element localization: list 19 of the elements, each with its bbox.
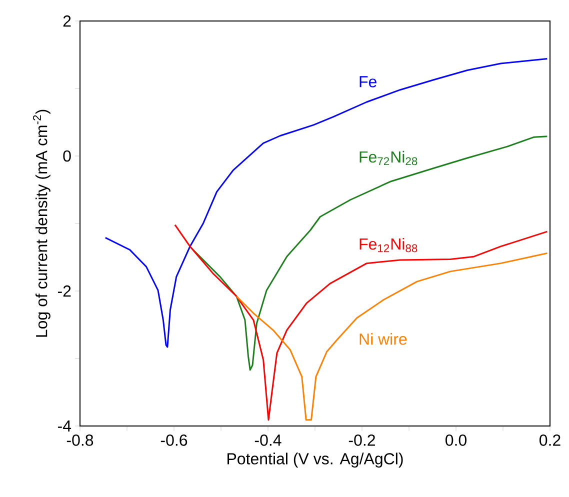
y-tick-label: -2 [58,285,71,297]
series-label: Fe$_{72}$Ni$_{28}$ [360,150,418,166]
y-axis-title: Log of current density (mA cm$^{-2}$) [33,110,50,337]
y-tick-label: -4 [58,420,72,432]
x-tick-label: -0.6 [160,434,188,446]
y-tick-label: 2 [63,15,71,27]
y-tick-label: 0 [63,150,71,162]
x-axis-title: Potential (V vs. Ag/AgCl) [228,452,403,468]
x-tick-label: -0.2 [348,434,375,446]
line-series [174,224,548,421]
series-label: Ni wire [360,333,407,345]
line-series [236,252,548,421]
x-tick-label: -0.8 [66,434,94,446]
series-label: Fe [360,76,376,88]
x-tick-label: 0.0 [446,434,467,446]
line-series [104,58,548,348]
x-tick-label: 0.2 [540,434,560,446]
series-label: Fe$_{12}$Ni$_{88}$ [360,238,418,252]
x-tick-label: -0.4 [254,434,282,446]
